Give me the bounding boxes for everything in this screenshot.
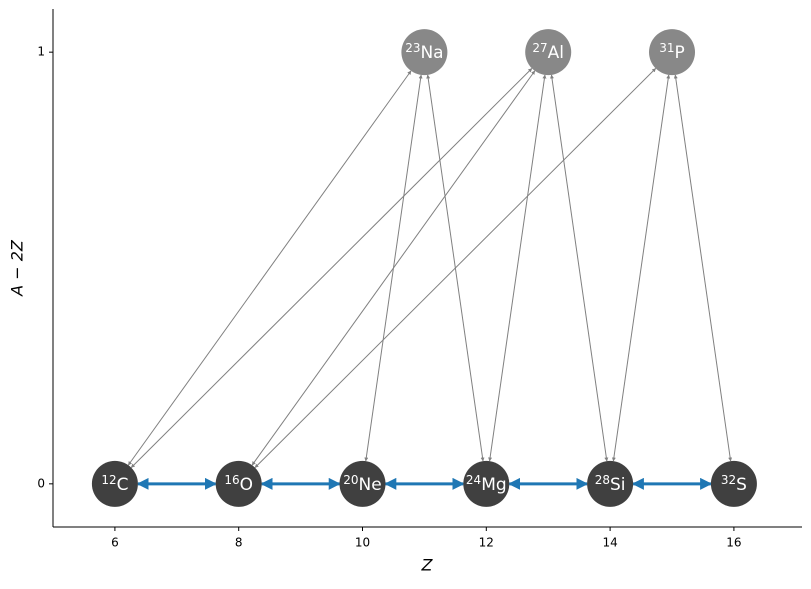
node-label: 31P — [659, 41, 685, 64]
y-tick-label: 1 — [37, 45, 45, 59]
node-label: 32S — [721, 472, 747, 495]
node-label: 28Si — [595, 472, 626, 495]
node-label: 23Na — [405, 41, 443, 64]
node — [525, 29, 572, 76]
mass-number: 31 — [659, 41, 674, 55]
y-tick-label: 0 — [37, 476, 45, 490]
mass-number: 20 — [343, 472, 358, 486]
element-symbol: C — [117, 475, 129, 495]
x-tick-label: 6 — [111, 536, 119, 550]
node — [463, 460, 510, 507]
element-symbol: Ne — [359, 475, 382, 495]
node — [215, 460, 262, 507]
edge — [426, 74, 485, 462]
element-symbol: Mg — [481, 475, 506, 495]
element-symbol: Na — [420, 43, 443, 63]
element-symbol: O — [240, 475, 253, 495]
edge — [364, 74, 423, 462]
x-tick-label: 12 — [479, 536, 494, 550]
x-tick-label: 14 — [602, 536, 617, 550]
mass-number: 23 — [405, 41, 420, 55]
x-tick-label: 10 — [355, 536, 370, 550]
node-label: 27Al — [532, 41, 564, 64]
node — [649, 29, 696, 76]
x-tick-label: 16 — [726, 536, 741, 550]
node-label: 20Ne — [343, 472, 381, 495]
mass-number: 28 — [595, 472, 610, 486]
element-symbol: Si — [610, 475, 626, 495]
mass-number: 32 — [721, 472, 736, 486]
node-label: 24Mg — [466, 472, 507, 495]
element-symbol: P — [675, 43, 685, 63]
mass-number: 24 — [466, 472, 481, 486]
edge — [130, 68, 533, 468]
edge — [673, 74, 733, 462]
node — [339, 460, 386, 507]
edge — [127, 70, 412, 466]
x-axis-label: Z — [421, 556, 434, 575]
x-tick-label: 8 — [235, 536, 243, 550]
node — [587, 460, 634, 507]
node — [91, 460, 138, 507]
node-label: 12C — [101, 472, 128, 495]
node-label: 16O — [224, 472, 253, 495]
element-symbol: S — [736, 475, 747, 495]
edge — [550, 74, 609, 462]
mass-number: 16 — [224, 472, 239, 486]
mass-number: 27 — [532, 41, 547, 55]
edge — [611, 74, 671, 462]
node — [401, 29, 448, 76]
mass-number: 12 — [101, 472, 116, 486]
edge — [488, 74, 547, 462]
y-axis-label: A − 2Z — [8, 239, 27, 297]
element-symbol: Al — [548, 43, 564, 63]
node — [710, 460, 757, 507]
